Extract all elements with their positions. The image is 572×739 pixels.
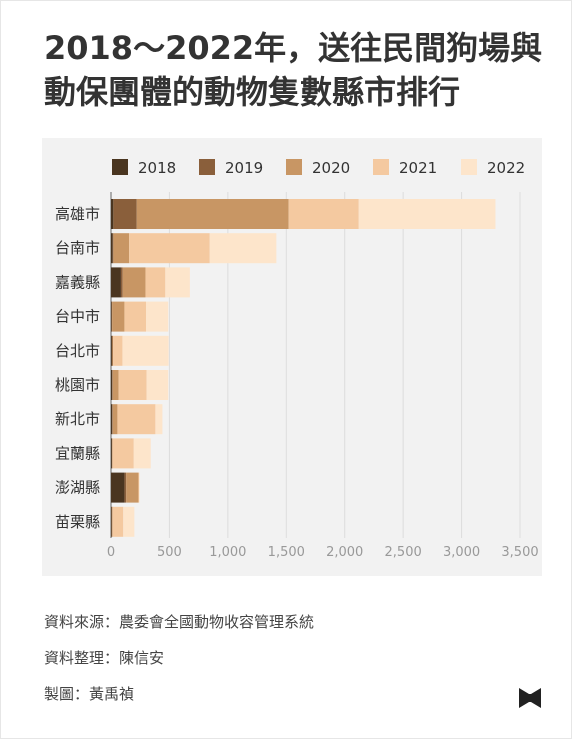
chart-title-line-2: 動保團體的動物隻數縣市排行	[44, 73, 461, 111]
bar-segment-2018	[111, 438, 112, 469]
bar-segment-2021	[124, 301, 147, 332]
stacked-bar-chart: 2018 2019 2020 2021 2022 高雄市台南市嘉義縣台中市台北市桃園市新…	[55, 159, 539, 560]
bar-segment-2021	[129, 233, 210, 264]
legend-label-2022: 2022	[487, 159, 525, 177]
x-tick-label: 1,000	[209, 545, 246, 560]
x-tick-label: 3,000	[443, 545, 480, 560]
bar-segment-2019	[124, 472, 127, 503]
bar-segment-2018	[111, 506, 112, 537]
bar-segment-2018	[111, 472, 125, 503]
bar-segment-2020	[113, 233, 130, 264]
category-label: 高雄市	[55, 205, 100, 223]
bar-segment-2019	[112, 370, 113, 400]
bar-segment-2020	[112, 506, 113, 537]
bar-segment-2021	[138, 472, 140, 503]
x-tick-label: 3,500	[501, 545, 538, 560]
bars	[111, 199, 496, 537]
bar-segment-2021	[112, 438, 134, 469]
legend-swatch-2020	[286, 159, 302, 175]
category-label: 澎湖縣	[55, 479, 100, 497]
bar-segment-2022	[165, 267, 190, 298]
bar-segment-2021	[118, 370, 147, 400]
bar-segment-2021	[145, 267, 166, 298]
bar-segment-2019	[111, 301, 113, 332]
bar-segment-2021	[288, 199, 359, 229]
category-label: 桃園市	[55, 376, 100, 394]
x-tick-label: 500	[157, 545, 182, 560]
compiled-by-note: 資料整理：陳信安	[44, 649, 165, 667]
bar-segment-2019	[120, 267, 123, 298]
legend-swatch-2022	[461, 159, 477, 175]
legend-label-2021: 2021	[399, 159, 437, 177]
legend-swatch-2019	[199, 159, 215, 175]
bar-segment-2021	[117, 404, 156, 435]
bar-segment-2022	[146, 301, 169, 332]
bar-segment-2020	[112, 438, 113, 469]
bar-segment-2022	[155, 404, 163, 435]
bar-segment-2021	[112, 506, 124, 537]
x-tick-label: 1,500	[268, 545, 305, 560]
bar-segment-2022	[123, 506, 135, 537]
bar-segment-2019	[112, 404, 113, 435]
bar-segment-2020	[112, 301, 125, 332]
x-tick-label: 2,000	[326, 545, 363, 560]
bar-segment-2021	[113, 335, 123, 366]
legend-label-2018: 2018	[138, 159, 176, 177]
bar-segment-2020	[126, 472, 139, 503]
bar-segment-2019	[113, 199, 137, 229]
bar-segment-2018	[111, 370, 113, 400]
category-label: 台南市	[55, 239, 100, 257]
bar-segment-2022	[139, 472, 140, 503]
x-tick-label: 0	[107, 545, 115, 560]
bar-segment-2022	[358, 199, 496, 229]
bar-segment-2018	[111, 199, 114, 229]
category-label: 宜蘭縣	[55, 444, 100, 462]
bar-segment-2019	[111, 506, 113, 537]
legend-swatch-2021	[373, 159, 389, 175]
designed-by-note: 製圖：黃禹禎	[44, 685, 135, 703]
legend-label-2019: 2019	[225, 159, 263, 177]
bar-segment-2022	[122, 335, 169, 366]
bar-segment-2020	[136, 199, 289, 229]
bar-segment-2022	[146, 370, 169, 400]
category-label: 嘉義縣	[55, 273, 100, 291]
bar-segment-2018	[111, 267, 121, 298]
x-tick-label: 2,500	[385, 545, 422, 560]
category-label: 台北市	[55, 342, 100, 360]
bar-segment-2019	[111, 335, 113, 366]
legend-label-2020: 2020	[312, 159, 350, 177]
bar-segment-2022	[133, 438, 151, 469]
bar-segment-2020	[112, 404, 118, 435]
x-axis-labels: 0 500 1,000 1,500 2,000 2,500 3,000 3,500	[107, 545, 539, 560]
bar-segment-2018	[111, 233, 113, 264]
bar-segment-2018	[111, 301, 112, 332]
category-label: 苗栗縣	[55, 513, 100, 531]
bowtie-logo-icon	[519, 688, 541, 708]
legend: 2018 2019 2020 2021 2022	[112, 159, 525, 177]
category-label: 新北市	[55, 410, 100, 428]
chart-title: 2018～2022年，送往民間狗場與 動保團體的動物隻數縣市排行	[44, 26, 544, 114]
bar-segment-2018	[111, 404, 113, 435]
bar-segment-2020	[112, 370, 119, 400]
bar-segment-2019	[112, 233, 114, 264]
legend-swatch-2018	[112, 159, 128, 175]
bar-segment-2018	[111, 335, 112, 366]
bar-segment-2022	[209, 233, 277, 264]
chart-panel: 2018 2019 2020 2021 2022 高雄市台南市嘉義縣台中市台北市桃園市新…	[42, 138, 542, 576]
bar-segment-2020	[122, 267, 146, 298]
bar-segment-2020	[112, 335, 114, 366]
chart-title-line-1: 2018～2022年，送往民間狗場與	[44, 29, 543, 67]
data-source-note: 資料來源：農委會全國動物收容管理系統	[44, 613, 315, 631]
source-notes: 資料來源：農委會全國動物收容管理系統 資料整理：陳信安 製圖：黃禹禎	[44, 612, 504, 720]
category-label: 台中市	[55, 308, 100, 326]
